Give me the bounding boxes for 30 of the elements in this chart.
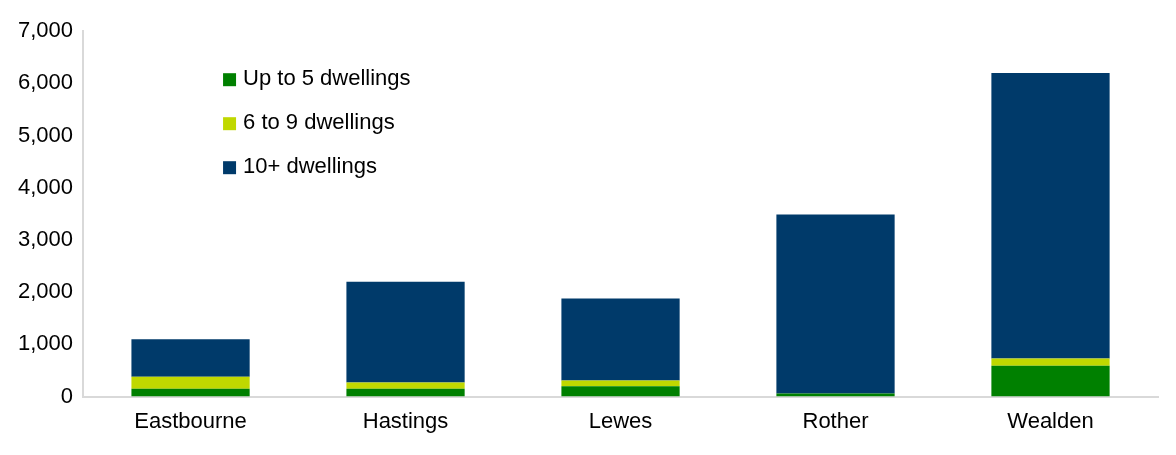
x-tick-label: Lewes <box>588 407 653 433</box>
y-tick-label: 2,000 <box>17 278 74 304</box>
bar <box>561 298 680 381</box>
bar <box>346 388 465 397</box>
y-tick-label: 0 <box>60 382 74 408</box>
y-tick-label: 7,000 <box>17 17 74 43</box>
x-tick-label: Hastings <box>362 407 449 433</box>
y-tick-label: 3,000 <box>17 226 74 252</box>
bar <box>346 382 465 389</box>
y-tick-label: 1,000 <box>17 330 74 356</box>
bar <box>346 281 465 383</box>
x-tick-label: Eastbourne <box>134 407 247 433</box>
y-tick-label: 6,000 <box>17 69 74 95</box>
bar <box>776 393 895 397</box>
bar <box>776 214 895 394</box>
bar <box>991 72 1110 359</box>
x-tick-label: Wealden <box>1007 407 1094 433</box>
bar <box>131 339 250 377</box>
bar <box>561 386 680 397</box>
bar <box>991 358 1110 366</box>
legend-label: 10+ dwellings <box>243 153 377 179</box>
y-tick-label: 4,000 <box>17 173 74 199</box>
bar <box>131 376 250 389</box>
x-tick-label: Rother <box>802 407 869 433</box>
bar <box>991 365 1110 397</box>
y-tick-label: 5,000 <box>17 121 74 147</box>
legend-label: 6 to 9 dwellings <box>243 109 395 135</box>
bar <box>131 388 250 397</box>
bar <box>561 380 680 387</box>
legend-label: Up to 5 dwellings <box>243 65 411 91</box>
